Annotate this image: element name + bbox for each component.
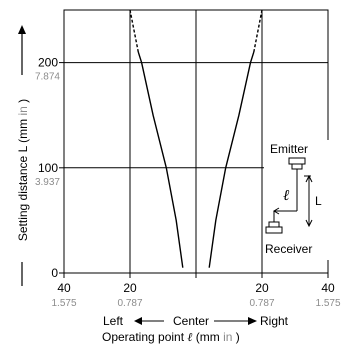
y-axis-label-text: Setting distance L	[16, 145, 30, 241]
y-tick-label: 100	[38, 161, 58, 175]
x-tick-label: 20	[123, 281, 137, 295]
receiver-icon	[265, 211, 283, 234]
x-tick-label-inch: 1.575	[315, 298, 340, 309]
x-tick-label-inch: 1.575	[51, 298, 76, 309]
series-curve-dashed-left	[129, 9, 139, 53]
y-axis-label-unit-alt: in	[16, 106, 30, 115]
y-tick-label: 200	[38, 56, 58, 70]
x-axis-label-symbol: ℓ	[187, 330, 192, 344]
x-axis-label-text: Operating point	[102, 330, 185, 344]
direction-row: Left Center Right	[103, 314, 289, 328]
x-axis-label: Operating point ℓ (mm in )	[102, 330, 240, 344]
inset-distance-symbol: L	[315, 194, 322, 208]
y-axis-label-group: Setting distance L (mm in )	[16, 99, 30, 241]
x-axis-label-unit-alt: in	[223, 330, 232, 344]
inset-operating-symbol: ℓ	[283, 186, 289, 204]
y-tick-label: 0	[51, 266, 58, 280]
series-curve-dashed-right	[253, 9, 263, 53]
inset-l-arrowhead-icon	[305, 174, 313, 183]
y-axis-label-arrowhead-icon	[18, 25, 26, 34]
y-tick-label-inch: 3.937	[35, 177, 60, 188]
x-tick-label: 20	[255, 281, 269, 295]
inset-receiver-label: Receiver	[265, 242, 312, 256]
ticks: 0 100 3.937 200 7.874 40 1.575 20 0.787 20 0.787 40…	[35, 56, 341, 309]
series-layer	[129, 9, 263, 268]
inset-l-arrowhead-bottom-icon	[305, 219, 313, 228]
x-tick-label-inch: 0.787	[117, 298, 142, 309]
y-axis-label-unit-close: )	[16, 99, 30, 103]
series-curve-left	[137, 51, 184, 268]
direction-left-label: Left	[103, 314, 124, 328]
left-arrowhead-icon	[134, 317, 142, 325]
right-arrowhead-icon	[248, 317, 257, 325]
inset-emitter-label: Emitter	[270, 142, 308, 156]
direction-center-label: Center	[173, 314, 209, 328]
x-tick-label-inch: 0.787	[249, 298, 274, 309]
x-tick-label: 40	[57, 281, 71, 295]
emitter-icon	[288, 157, 306, 176]
x-axis-label-unit-open: (mm	[196, 330, 220, 344]
y-tick-label-inch: 7.874	[35, 72, 60, 83]
y-axis-label: Setting distance L (mm in )	[16, 99, 30, 241]
direction-right-label: Right	[260, 314, 289, 328]
series-curve-right	[208, 51, 255, 268]
y-axis-label-unit-open: (mm	[16, 119, 30, 143]
x-axis-label-unit-close: )	[236, 330, 240, 344]
x-tick-label: 40	[321, 281, 335, 295]
inset-diagram: Emitter L ℓ Receiver	[264, 140, 330, 260]
